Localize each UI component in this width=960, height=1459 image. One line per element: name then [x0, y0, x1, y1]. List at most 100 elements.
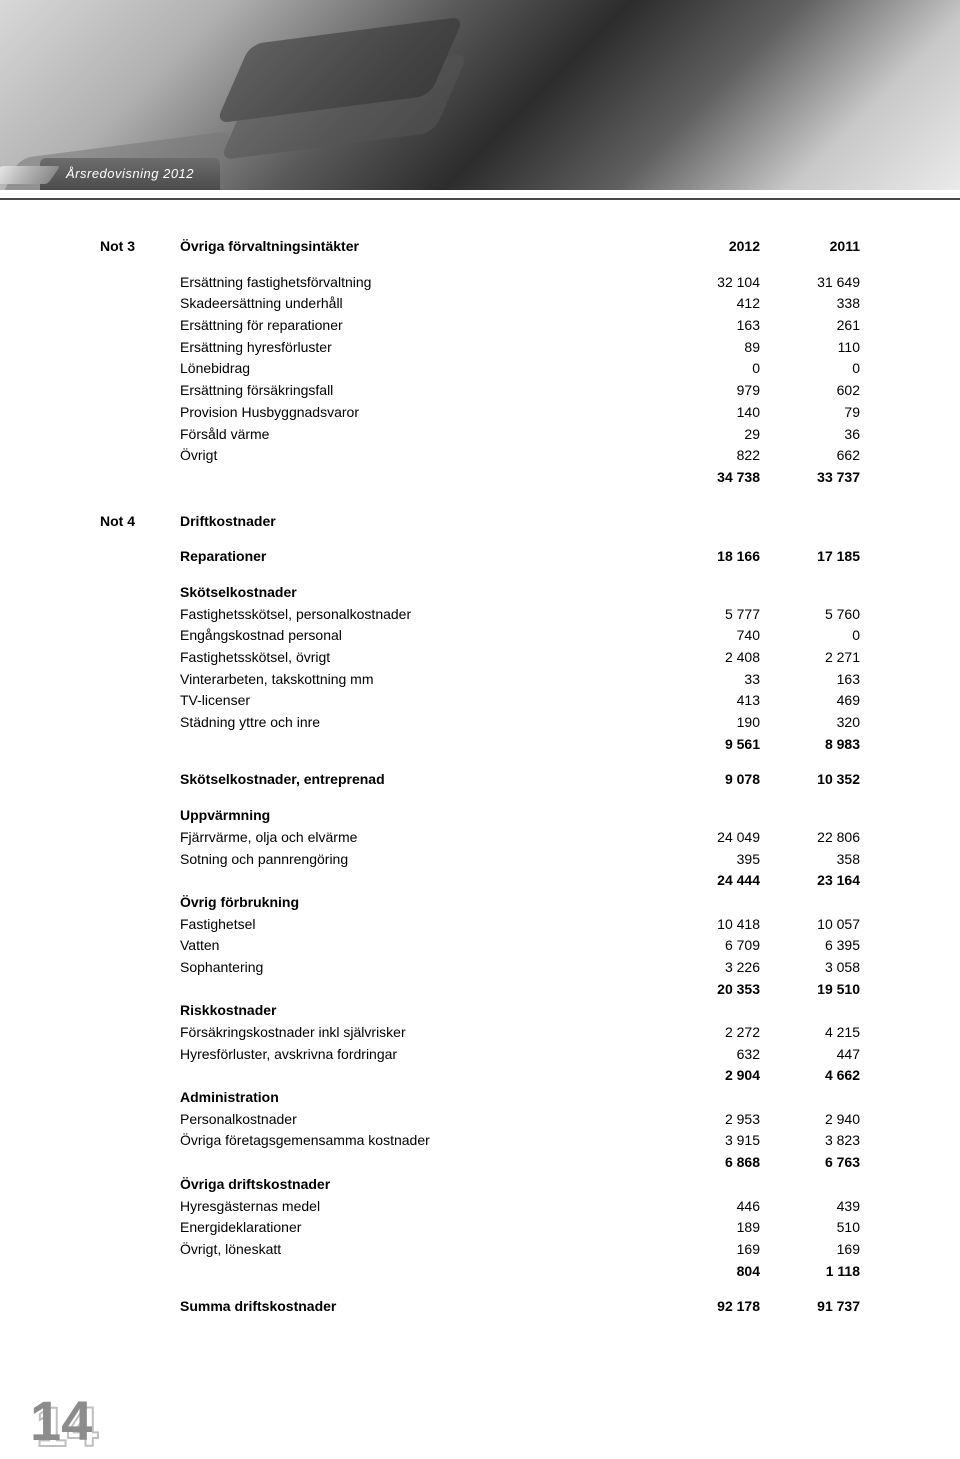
- ovrig-forbrukning-item-row: Fastighetsel10 41810 057: [100, 914, 860, 936]
- administration-total-row: 6 868 6 763: [100, 1152, 860, 1174]
- entreprenad-v2: 10 352: [760, 769, 860, 791]
- ovrig-forbrukning-item-row: Sophantering3 2263 058: [100, 957, 860, 979]
- entreprenad-row: Skötselkostnader, entreprenad 9 078 10 3…: [100, 769, 860, 791]
- ovrig-forbrukning-total-v1: 20 353: [660, 979, 760, 1001]
- note3-item-v1: 822: [660, 445, 760, 467]
- administration-item-row: Personalkostnader2 9532 940: [100, 1109, 860, 1131]
- ovriga-drift-item-v2: 510: [760, 1217, 860, 1239]
- note3-item-label: Ersättning hyresförluster: [180, 337, 660, 359]
- riskkostnader-heading-row: Riskkostnader: [100, 1000, 860, 1022]
- skotsel-item-v1: 33: [660, 669, 760, 691]
- skotsel-item-v2: 5 760: [760, 604, 860, 626]
- ovrig-forbrukning-item-label: Fastighetsel: [180, 914, 660, 936]
- ovriga-drift-item-row: Energideklarationer189510: [100, 1217, 860, 1239]
- summa-v2: 91 737: [760, 1296, 860, 1318]
- skotsel-item-v2: 0: [760, 625, 860, 647]
- note3-item-v2: 0: [760, 358, 860, 380]
- ovriga-drift-item-label: Energideklarationer: [180, 1217, 660, 1239]
- riskkostnader-heading: Riskkostnader: [180, 1000, 660, 1022]
- administration-total-v1: 6 868: [660, 1152, 760, 1174]
- administration-item-label: Övriga företagsgemensamma kostnader: [180, 1130, 660, 1152]
- riskkostnader-total-v1: 2 904: [660, 1065, 760, 1087]
- skotsel-total-v1: 9 561: [660, 734, 760, 756]
- note4-header-row: Not 4 Driftkostnader: [100, 511, 860, 533]
- skotsel-item-row: Städning yttre och inre190320: [100, 712, 860, 734]
- note3-item-label: Ersättning för reparationer: [180, 315, 660, 337]
- note3-item-v1: 163: [660, 315, 760, 337]
- riskkostnader-item-v1: 632: [660, 1044, 760, 1066]
- administration-heading: Administration: [180, 1087, 660, 1109]
- skotsel-item-row: Engångskostnad personal7400: [100, 625, 860, 647]
- skotsel-item-row: Fastighetsskötsel, personalkostnader5 77…: [100, 604, 860, 626]
- note3-item-v2: 31 649: [760, 272, 860, 294]
- ovriga-drift-item-label: Övrigt, löneskatt: [180, 1239, 660, 1261]
- riskkostnader-total-v2: 4 662: [760, 1065, 860, 1087]
- ovrig-forbrukning-item-v2: 10 057: [760, 914, 860, 936]
- note3-item-v2: 261: [760, 315, 860, 337]
- note3-item-v2: 79: [760, 402, 860, 424]
- administration-heading-row: Administration: [100, 1087, 860, 1109]
- ovrig-forbrukning-heading-row: Övrig förbrukning: [100, 892, 860, 914]
- content: Not 3 Övriga förvaltningsintäkter 2012 2…: [0, 200, 960, 1358]
- ovriga-drift-item-v2: 169: [760, 1239, 860, 1261]
- note3-item-label: Skadeersättning underhåll: [180, 293, 660, 315]
- note3-item-v2: 662: [760, 445, 860, 467]
- page-number-fill: 14: [30, 1388, 92, 1453]
- note3-col-2011: 2011: [760, 236, 860, 258]
- administration-total-v2: 6 763: [760, 1152, 860, 1174]
- summa-label: Summa driftskostnader: [180, 1296, 660, 1318]
- note3-item-row: Försåld värme2936: [100, 424, 860, 446]
- ovriga-drift-item-label: Hyresgästernas medel: [180, 1196, 660, 1218]
- skotsel-item-label: TV-licenser: [180, 690, 660, 712]
- administration-item-v1: 3 915: [660, 1130, 760, 1152]
- ovriga-drift-total-row: 804 1 118: [100, 1261, 860, 1283]
- skotsel-item-row: Vinterarbeten, takskottning mm33163: [100, 669, 860, 691]
- note3-item-row: Ersättning hyresförluster89110: [100, 337, 860, 359]
- skotsel-item-label: Engångskostnad personal: [180, 625, 660, 647]
- ovriga-drift-item-v1: 189: [660, 1217, 760, 1239]
- skotsel-item-v2: 469: [760, 690, 860, 712]
- ovriga-drift-total-v2: 1 118: [760, 1261, 860, 1283]
- riskkostnader-item-label: Hyresförluster, avskrivna fordringar: [180, 1044, 660, 1066]
- ovriga-drift-heading: Övriga driftskostnader: [180, 1174, 660, 1196]
- tab-label: Årsredovisning 2012: [40, 158, 220, 190]
- uppvarmning-item-row: Sotning och pannrengöring395358: [100, 849, 860, 871]
- administration-item-v2: 2 940: [760, 1109, 860, 1131]
- tab-bar: Årsredovisning 2012: [0, 158, 960, 198]
- note3-id: Not 3: [100, 236, 180, 258]
- reparationer-v1: 18 166: [660, 546, 760, 568]
- note3-item-v1: 979: [660, 380, 760, 402]
- ovrig-forbrukning-total-v2: 19 510: [760, 979, 860, 1001]
- ovrig-forbrukning-item-v1: 10 418: [660, 914, 760, 936]
- riskkostnader-item-v1: 2 272: [660, 1022, 760, 1044]
- ovriga-drift-item-v1: 169: [660, 1239, 760, 1261]
- note3-item-v1: 412: [660, 293, 760, 315]
- uppvarmning-heading-row: Uppvärmning: [100, 805, 860, 827]
- ovriga-drift-total-v1: 804: [660, 1261, 760, 1283]
- uppvarmning-item-v2: 358: [760, 849, 860, 871]
- skotsel-item-v1: 413: [660, 690, 760, 712]
- ovriga-drift-item-v2: 439: [760, 1196, 860, 1218]
- note3-total-row: 34 738 33 737: [100, 467, 860, 489]
- ovrig-forbrukning-item-v1: 6 709: [660, 935, 760, 957]
- reparationer-label: Reparationer: [180, 546, 660, 568]
- ovrig-forbrukning-total-row: 20 353 19 510: [100, 979, 860, 1001]
- uppvarmning-item-v1: 395: [660, 849, 760, 871]
- note3-item-v1: 29: [660, 424, 760, 446]
- note3-title: Övriga förvaltningsintäkter: [180, 236, 660, 258]
- note3-item-v1: 89: [660, 337, 760, 359]
- uppvarmning-item-v1: 24 049: [660, 827, 760, 849]
- note3-item-v1: 32 104: [660, 272, 760, 294]
- note3-col-2012: 2012: [660, 236, 760, 258]
- administration-item-v1: 2 953: [660, 1109, 760, 1131]
- skotsel-item-v2: 320: [760, 712, 860, 734]
- note3-item-row: Ersättning för reparationer163261: [100, 315, 860, 337]
- uppvarmning-total-row: 24 444 23 164: [100, 870, 860, 892]
- skotsel-item-label: Fastighetsskötsel, personalkostnader: [180, 604, 660, 626]
- skotsel-total-row: 9 561 8 983: [100, 734, 860, 756]
- skotsel-heading: Skötselkostnader: [180, 582, 660, 604]
- riskkostnader-item-v2: 4 215: [760, 1022, 860, 1044]
- note3-item-label: Ersättning försäkringsfall: [180, 380, 660, 402]
- riskkostnader-item-label: Försäkringskostnader inkl självrisker: [180, 1022, 660, 1044]
- uppvarmning-heading: Uppvärmning: [180, 805, 660, 827]
